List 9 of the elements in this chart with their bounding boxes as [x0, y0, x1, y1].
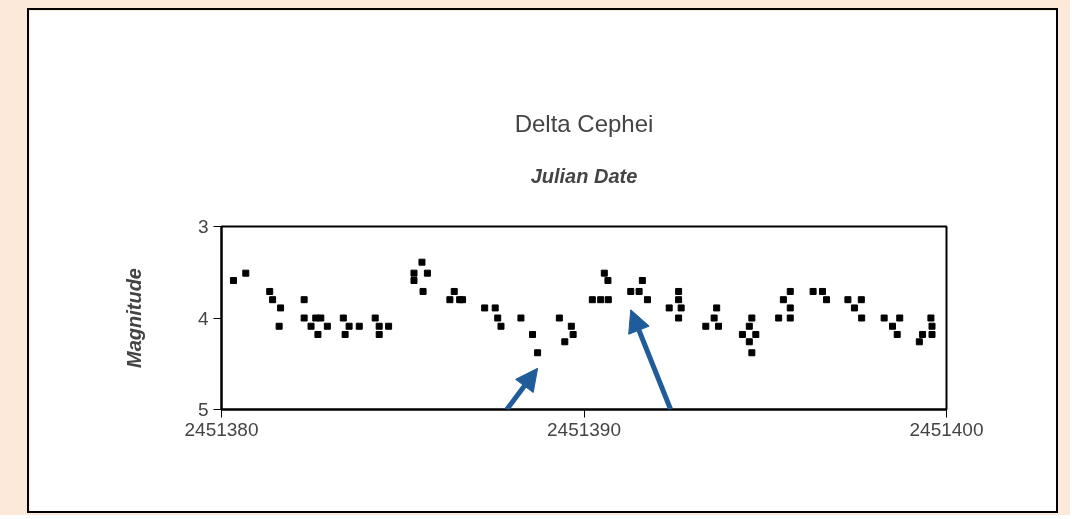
y-tick-label: 4	[197, 307, 209, 329]
x-axis-title: Julian Date	[530, 164, 638, 187]
x-tick-label: 2451400	[909, 418, 984, 440]
chart-title: Delta Cephei	[514, 109, 654, 137]
x-tick-label: 2451380	[184, 418, 259, 440]
y-tick-label: 3	[197, 216, 209, 237]
x-tick-label: 2451390	[547, 418, 621, 440]
y-tick-label: 5	[197, 399, 209, 420]
y-axis-title: Magnitude	[122, 268, 145, 368]
